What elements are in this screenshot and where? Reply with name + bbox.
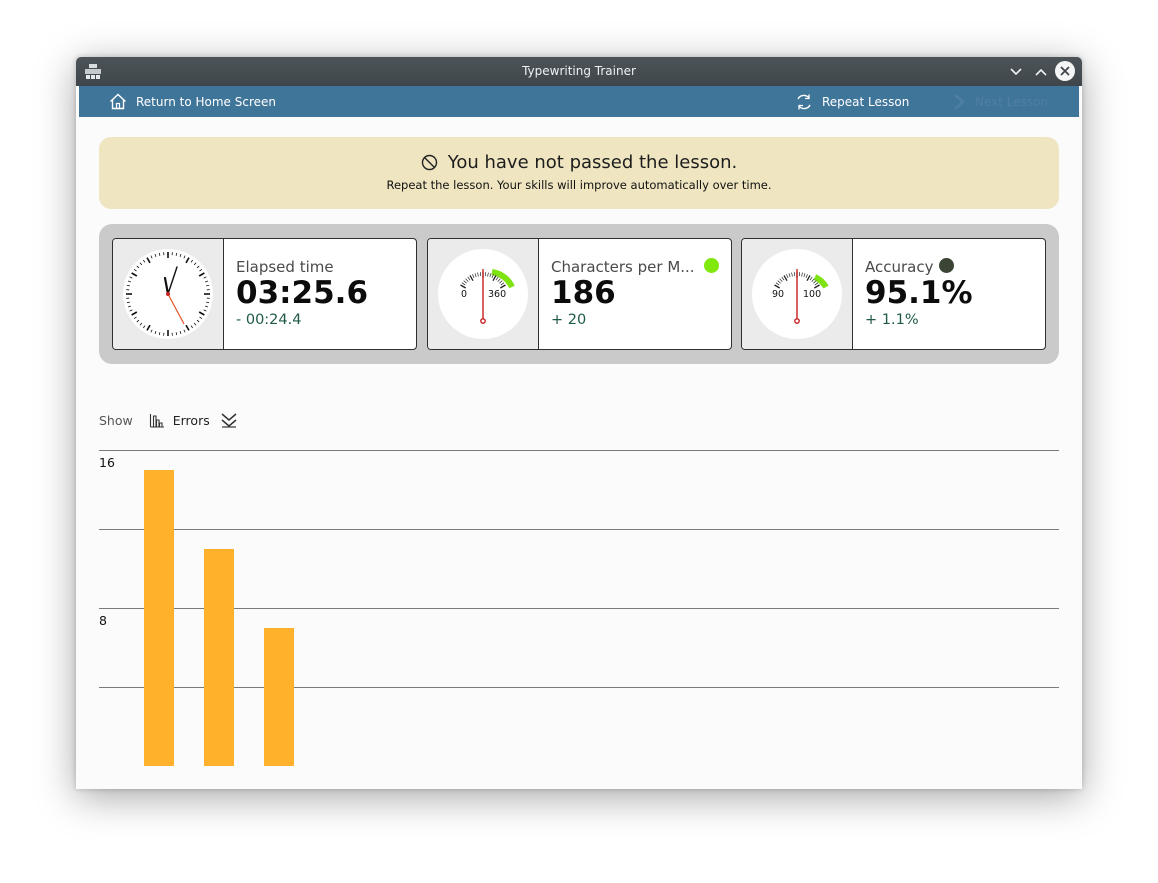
chart-gridline (99, 608, 1059, 609)
minimize-button[interactable] (1006, 62, 1026, 82)
speedometer-icon: 0 360 (438, 249, 528, 339)
speedometer-icon: 90 100 (752, 249, 842, 339)
result-banner: You have not passed the lesson. Repeat t… (99, 137, 1059, 209)
next-lesson-button[interactable]: Next Lesson (952, 86, 1048, 117)
accuracy-label: Accuracy (865, 258, 934, 276)
characters-per-minute-value: 186 (551, 275, 616, 311)
y-tick-label: 8 (99, 613, 107, 628)
elapsed-time-value: 03:25.6 (236, 275, 369, 311)
accuracy-scale-min: 90 (772, 289, 784, 300)
elapsed-time-diff: - 00:24.4 (236, 312, 302, 328)
characters-per-minute-diff: + 20 (551, 312, 587, 328)
chart-gridline (99, 529, 1059, 530)
app-window: Typewriting Trainer Return to Home Scree… (76, 57, 1082, 789)
chart-gridline (99, 450, 1059, 451)
result-heading: You have not passed the lesson. (447, 152, 738, 173)
accuracy-card: 90 100 Accuracy 95.1% + 1.1% (741, 238, 1046, 350)
clock-icon (123, 249, 213, 339)
result-subtext: Repeat the lesson. Your skills will impr… (386, 178, 772, 192)
repeat-lesson-button[interactable]: Repeat Lesson (795, 86, 909, 117)
repeat-lesson-label: Repeat Lesson (822, 94, 910, 109)
maximize-button[interactable] (1031, 62, 1051, 82)
app-icon (85, 64, 101, 79)
forbidden-icon (421, 154, 437, 171)
return-home-button[interactable]: Return to Home Screen (109, 86, 276, 117)
bar-chart-icon (149, 414, 164, 428)
accuracy-status-dot (939, 258, 954, 273)
accuracy-value: 95.1% (865, 275, 973, 311)
toolbar: Return to Home Screen Repeat Lesson Next… (79, 86, 1079, 117)
chevron-right-icon (954, 93, 965, 110)
speed-scale-max: 360 (488, 289, 506, 300)
chevron-up-icon (1035, 68, 1047, 76)
chevron-down-icon (1010, 68, 1022, 76)
return-home-label: Return to Home Screen (136, 94, 277, 109)
stats-panel: Elapsed time 03:25.6 - 00:24.4 0 360 Cha… (99, 224, 1059, 364)
close-button[interactable] (1055, 61, 1075, 81)
chart-filter-bar: Show Errors (99, 410, 238, 430)
accuracy-scale-max: 100 (803, 289, 821, 300)
errors-chart: 16 8 (99, 447, 1059, 777)
elapsed-time-label: Elapsed time (236, 258, 334, 276)
window-title: Typewriting Trainer (522, 64, 636, 78)
elapsed-time-card: Elapsed time 03:25.6 - 00:24.4 (112, 238, 417, 350)
error-bar[interactable] (144, 469, 174, 766)
accuracy-gauge: 90 100 (742, 239, 853, 349)
characters-per-minute-card: 0 360 Characters per M... 186 + 20 (427, 238, 732, 350)
characters-per-minute-label: Characters per M... (551, 258, 695, 276)
speed-gauge: 0 360 (428, 239, 539, 349)
y-tick-label: 16 (99, 455, 115, 470)
speed-scale-min: 0 (461, 289, 467, 300)
close-icon (1060, 66, 1070, 76)
metric-selector[interactable]: Errors (172, 412, 210, 428)
show-label: Show (99, 412, 133, 428)
next-lesson-label: Next Lesson (975, 94, 1049, 109)
home-icon (110, 93, 126, 110)
repeat-icon (797, 94, 811, 109)
double-chevron-down-icon[interactable] (220, 412, 238, 428)
title-bar[interactable]: Typewriting Trainer (76, 57, 1082, 86)
accuracy-diff: + 1.1% (865, 312, 919, 328)
clock-gauge (113, 239, 224, 349)
error-bar[interactable] (204, 548, 234, 766)
speed-status-dot (704, 258, 719, 273)
error-bar[interactable] (264, 627, 294, 766)
chart-gridline (99, 687, 1059, 688)
